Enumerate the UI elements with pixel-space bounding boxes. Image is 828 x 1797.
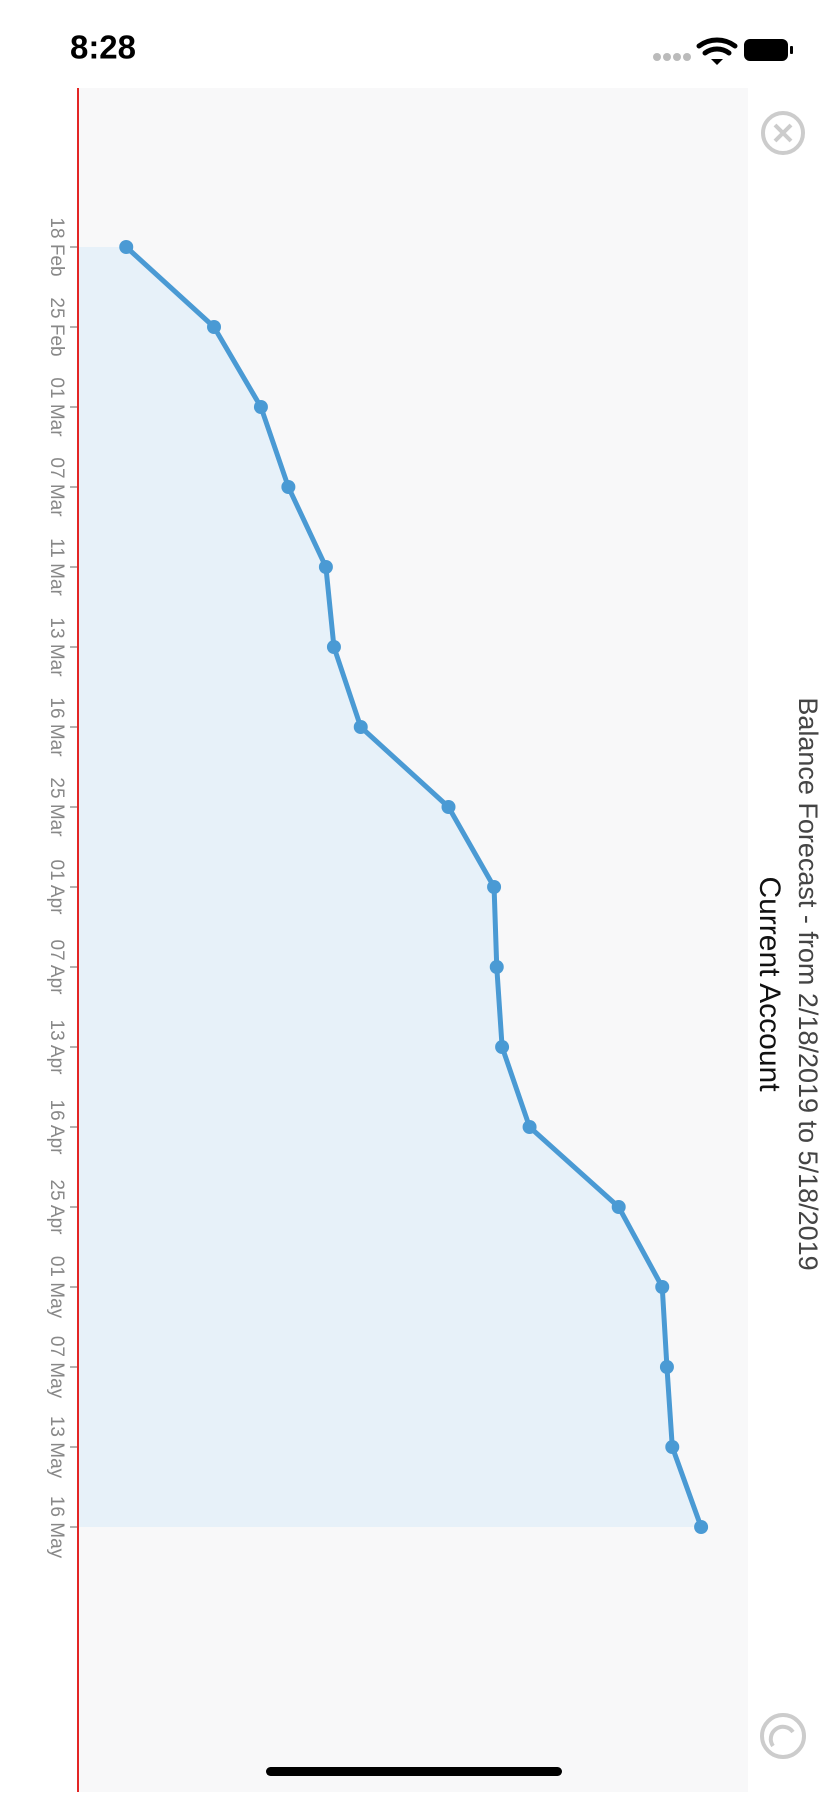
chart-title: Balance Forecast - from 2/18/2019 to 5/1… — [793, 697, 823, 1270]
point — [326, 640, 341, 654]
point — [318, 560, 333, 574]
x-tick-label: 13 Apr — [46, 1020, 67, 1076]
x-tick-label: 07 Apr — [46, 940, 67, 996]
close-button[interactable] — [761, 111, 805, 155]
point — [119, 240, 134, 254]
x-tick-label: 18 Feb — [46, 217, 67, 276]
point — [281, 480, 296, 494]
point — [353, 720, 368, 734]
x-tick-label: 16 Mar — [46, 697, 67, 757]
point — [487, 880, 502, 894]
chart-subtitle: Current Account — [753, 876, 786, 1092]
area — [78, 247, 702, 1527]
point — [489, 960, 504, 974]
point — [694, 1520, 709, 1534]
point — [522, 1120, 537, 1134]
point — [659, 1360, 674, 1374]
x-tick-label: 01 Mar — [46, 377, 67, 437]
history-button[interactable] — [760, 1713, 806, 1759]
x-tick-label: 25 Mar — [46, 777, 67, 837]
x-tick-label: 25 Feb — [46, 297, 67, 356]
point — [611, 1200, 626, 1214]
x-tick-label: 25 Apr — [46, 1180, 67, 1236]
x-tick-label: 13 May — [46, 1416, 67, 1479]
x-tick-label: 01 May — [46, 1256, 67, 1319]
status-time: 8:28 — [70, 29, 136, 66]
home-indicator — [266, 1767, 562, 1776]
x-tick-label: 07 Mar — [46, 457, 67, 517]
x-tick-label: 13 Mar — [46, 617, 67, 677]
point — [655, 1280, 670, 1294]
plot: 18 Feb 25 Feb 01 Mar 07 Mar 11 Mar 13 Mar 16 M… — [46, 217, 709, 1559]
point — [253, 400, 268, 414]
x-tick-label: 16 Apr — [46, 1100, 67, 1156]
point — [495, 1040, 510, 1054]
x-tick-label: 01 Apr — [46, 860, 67, 916]
x-tick-label: 07 May — [46, 1336, 67, 1399]
point — [207, 320, 222, 334]
x-tick-label: 16 May — [46, 1496, 67, 1559]
status-icons — [653, 37, 793, 65]
x-tick-label: 11 Mar — [46, 538, 67, 596]
point — [665, 1440, 680, 1454]
point — [441, 800, 456, 814]
